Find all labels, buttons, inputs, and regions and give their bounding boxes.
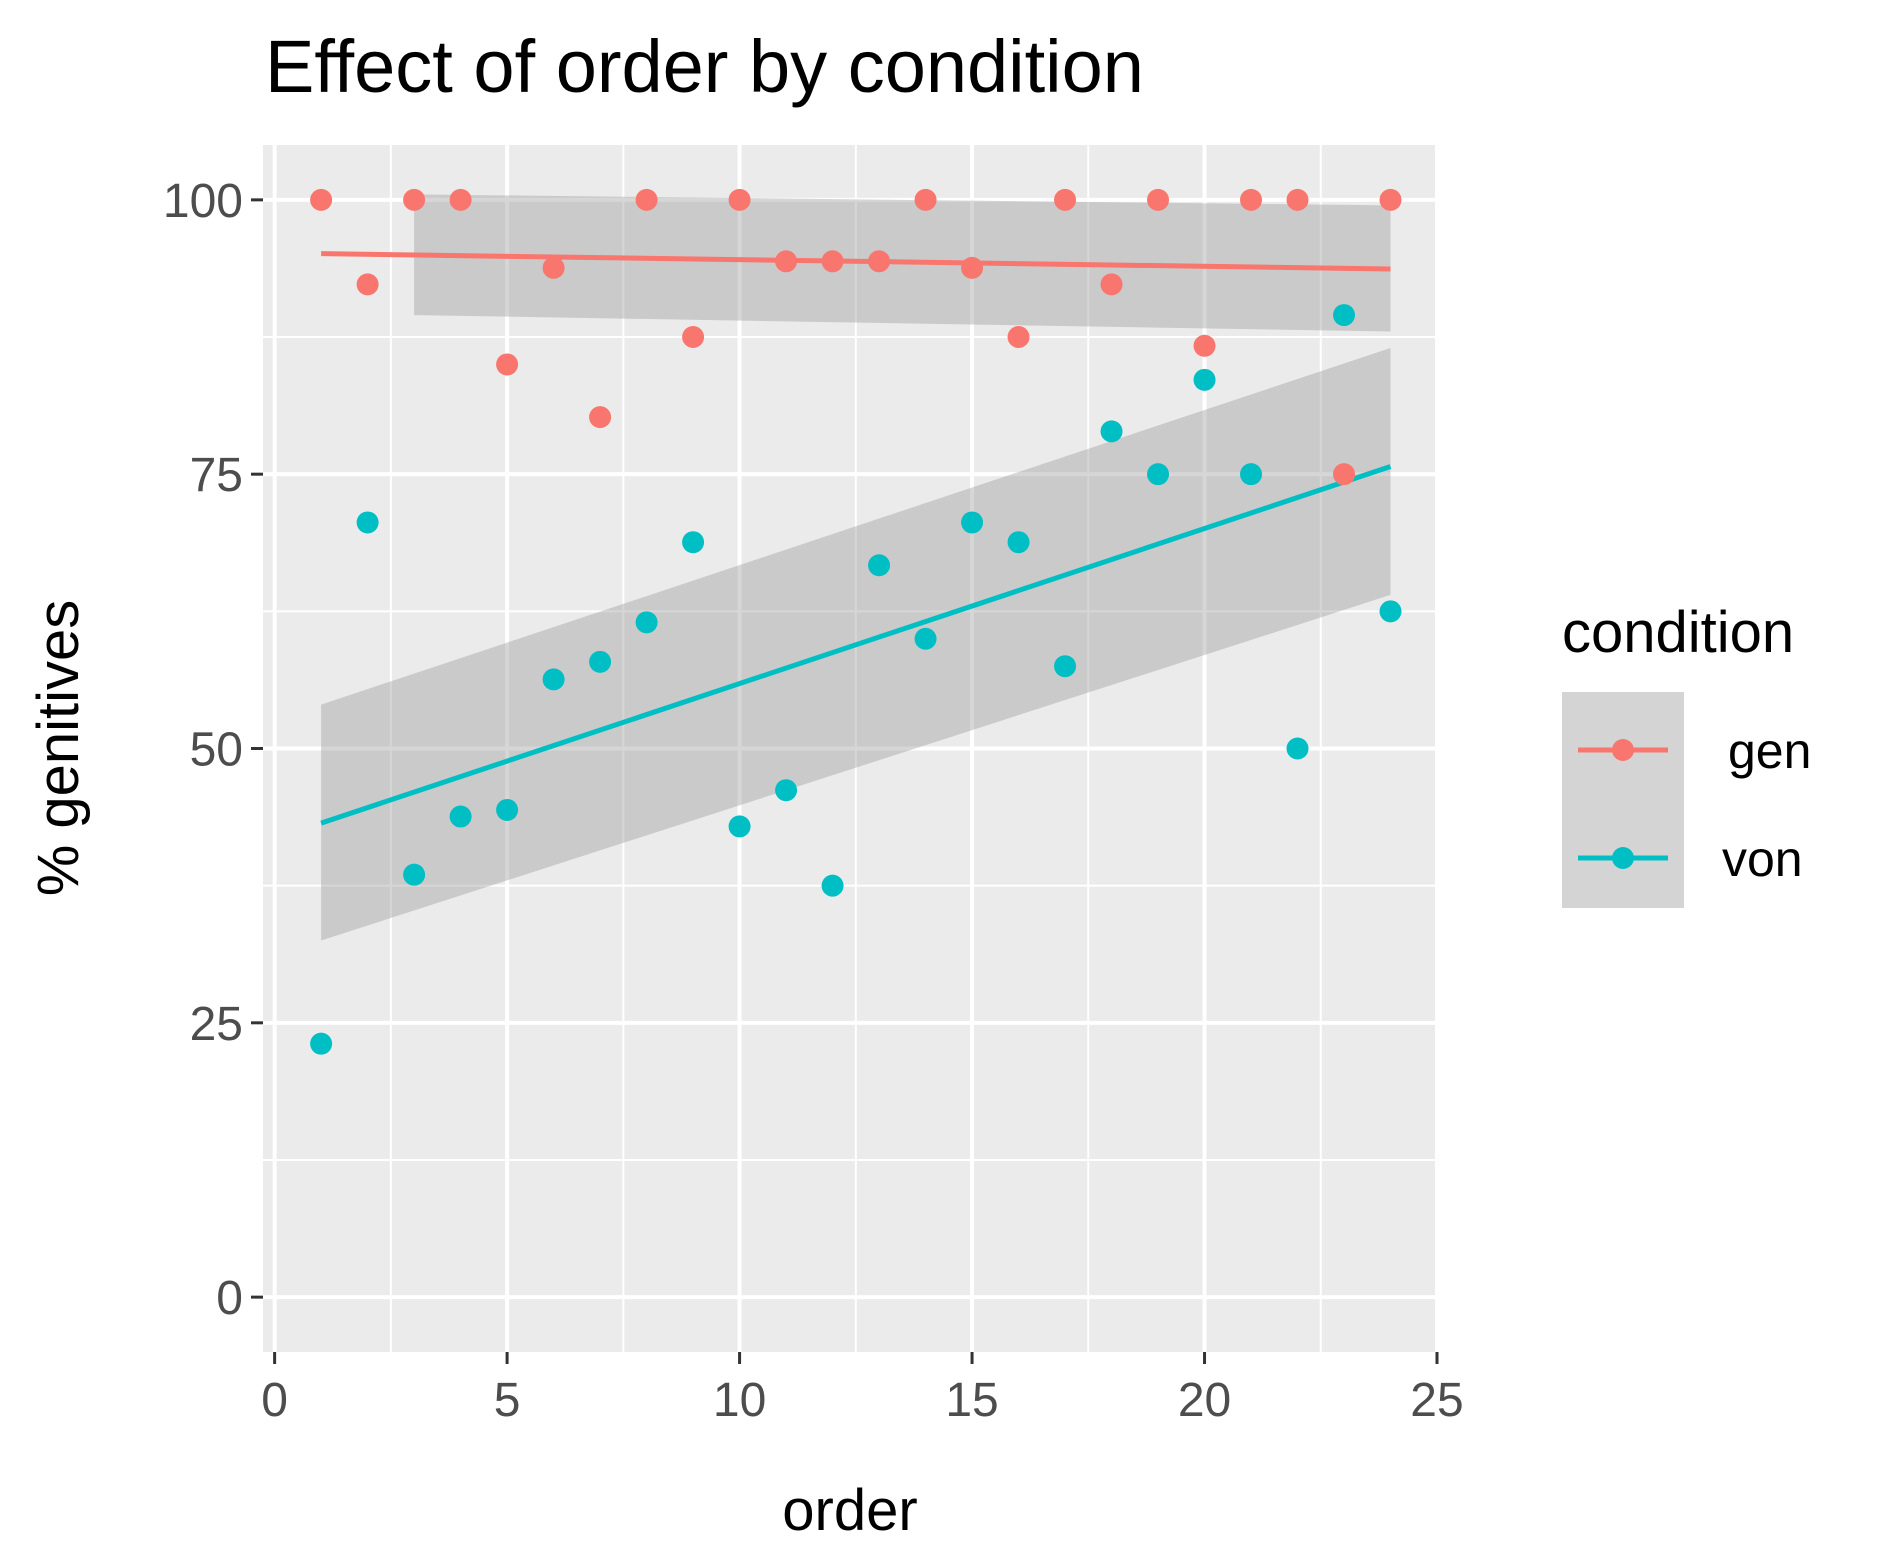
legend-key-background	[1562, 692, 1684, 908]
point-gen	[310, 188, 333, 211]
point-gen	[1054, 188, 1077, 211]
point-gen	[1333, 463, 1356, 486]
point-von	[496, 798, 519, 821]
point-von	[356, 511, 379, 534]
point-gen	[1007, 326, 1030, 349]
point-gen	[1100, 273, 1123, 296]
point-von	[449, 805, 472, 828]
point-von	[589, 650, 612, 673]
point-gen	[496, 353, 519, 376]
x-tick-label: 10	[713, 1374, 766, 1427]
point-von	[914, 627, 937, 650]
x-tick-label: 20	[1178, 1374, 1231, 1427]
point-von	[1240, 463, 1263, 486]
point-gen	[1147, 188, 1170, 211]
point-von	[1100, 420, 1123, 443]
point-gen	[635, 188, 658, 211]
point-gen	[1286, 188, 1309, 211]
point-von	[542, 668, 565, 691]
point-gen	[542, 256, 565, 279]
point-gen	[1193, 334, 1216, 357]
point-gen	[868, 250, 891, 273]
y-axis: 0 25 50 75 100	[163, 175, 263, 1325]
point-gen	[403, 188, 426, 211]
point-von	[1286, 737, 1309, 760]
point-gen	[1240, 188, 1263, 211]
y-tick-label: 100	[163, 175, 243, 228]
point-von	[1193, 368, 1216, 391]
legend-key-point-gen	[1612, 739, 1634, 761]
legend: condition gen von	[1562, 600, 1811, 908]
chart-title: Effect of order by condition	[265, 25, 1144, 108]
x-tick-label: 0	[261, 1374, 288, 1427]
point-gen	[914, 188, 937, 211]
point-von	[821, 874, 844, 897]
point-gen	[728, 188, 751, 211]
point-von	[682, 531, 705, 554]
fit-line-gen	[321, 251, 1391, 272]
point-gen	[1379, 188, 1402, 211]
point-gen	[589, 406, 612, 429]
legend-label-gen: gen	[1728, 723, 1811, 779]
x-axis: 0 5 10 15 20 25	[261, 1352, 1464, 1427]
legend-label-von: von	[1722, 831, 1803, 887]
legend-key-point-von	[1612, 847, 1634, 869]
legend-title: condition	[1562, 600, 1794, 665]
point-von	[403, 863, 426, 886]
point-gen	[961, 256, 984, 279]
point-von	[961, 511, 984, 534]
fit-lines	[320, 251, 1392, 826]
fit-line-von	[320, 464, 1392, 826]
y-axis-title: % genitives	[26, 600, 91, 897]
x-tick-label: 5	[494, 1374, 521, 1427]
point-von	[1054, 655, 1077, 678]
point-gen	[449, 188, 472, 211]
x-tick-label: 25	[1410, 1374, 1463, 1427]
point-von	[728, 815, 751, 838]
point-gen	[356, 273, 379, 296]
point-gen	[821, 250, 844, 273]
point-von	[1333, 304, 1356, 327]
point-von	[1007, 531, 1030, 554]
point-gen	[775, 250, 798, 273]
data-points	[310, 188, 1402, 1055]
point-von	[635, 611, 658, 634]
y-tick-label: 0	[216, 1272, 243, 1325]
point-von	[310, 1032, 333, 1055]
point-von	[1147, 463, 1170, 486]
y-tick-label: 50	[190, 724, 243, 777]
point-gen	[682, 326, 705, 349]
point-von	[775, 779, 798, 802]
y-tick-label: 75	[190, 449, 243, 502]
x-tick-label: 15	[945, 1374, 998, 1427]
point-von	[868, 554, 891, 577]
x-axis-title: order	[782, 1478, 917, 1543]
point-von	[1379, 600, 1402, 623]
y-tick-label: 25	[190, 998, 243, 1051]
